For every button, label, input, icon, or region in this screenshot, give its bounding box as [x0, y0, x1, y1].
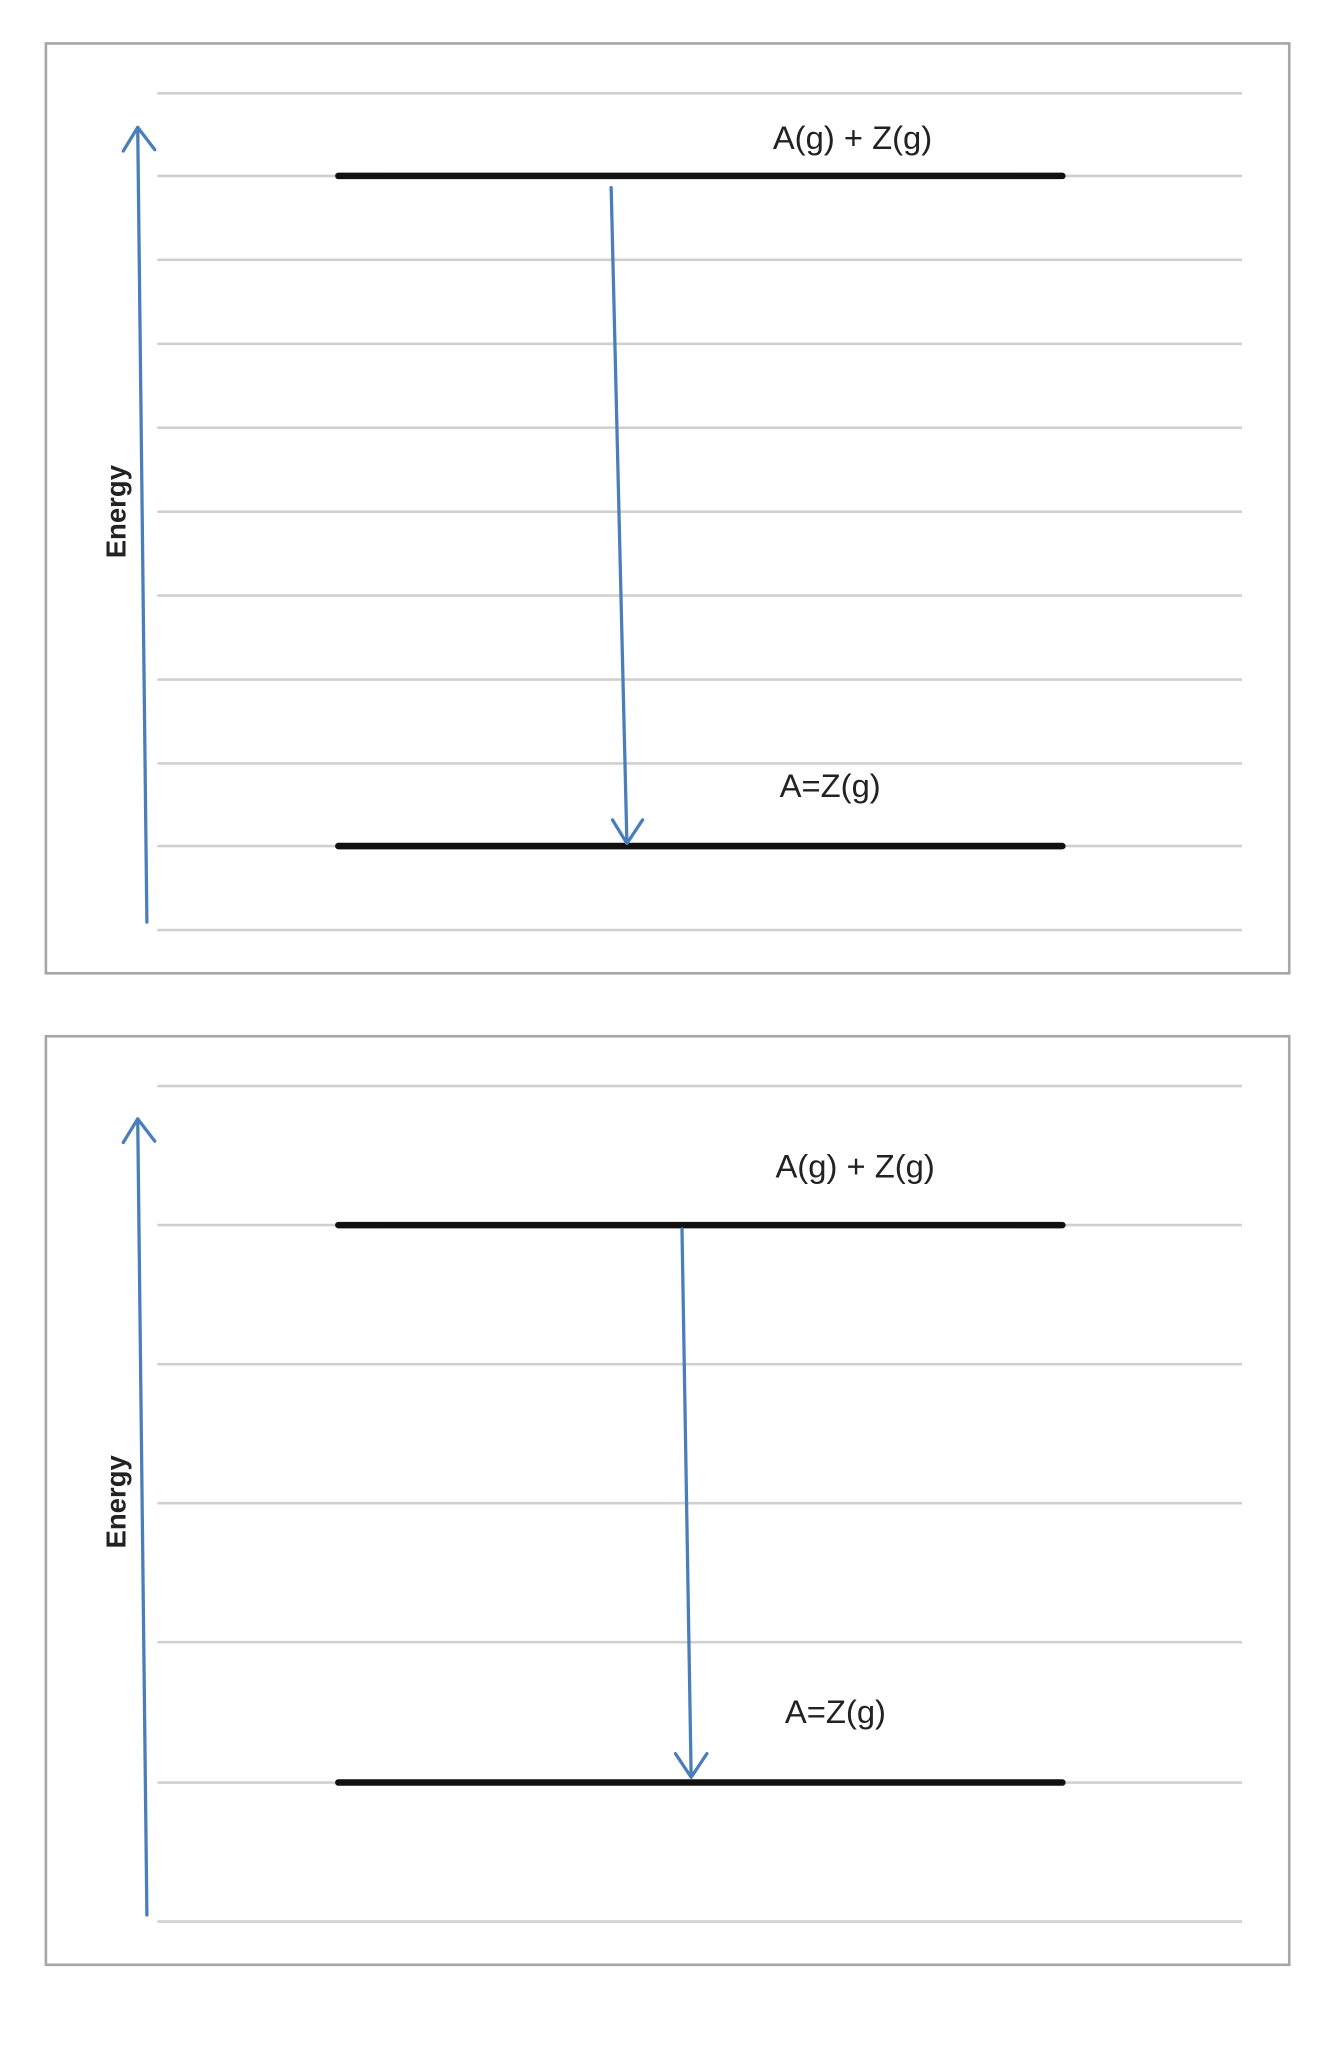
level-label: A=Z(g) — [785, 1693, 886, 1730]
panel-frame — [44, 42, 1291, 975]
axis-label: Energy — [100, 1454, 131, 1548]
panel: Energy A(g) + Z(g) A=Z(g) — [44, 42, 1291, 975]
energy-axis-arrow — [121, 1117, 157, 1917]
panel: Energy A(g) + Z(g) A=Z(g) — [44, 1034, 1291, 1967]
axis-label: Energy — [100, 464, 131, 558]
transition-arrow — [609, 186, 645, 846]
transition-arrow — [673, 1227, 709, 1779]
panel-frame — [44, 1034, 1291, 1967]
energy-axis-arrow — [121, 125, 157, 924]
level-label: A=Z(g) — [780, 767, 881, 804]
level-label: A(g) + Z(g) — [775, 1147, 934, 1184]
level-label: A(g) + Z(g) — [773, 119, 932, 156]
